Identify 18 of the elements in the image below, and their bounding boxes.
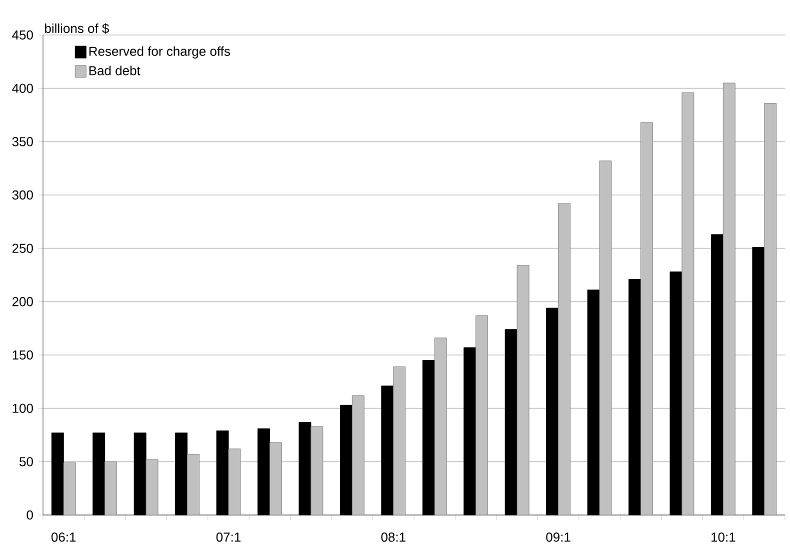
x-tick-label: 06:1 [51,532,76,542]
y-tick-label: 150 [12,350,33,360]
x-tick-label: 07:1 [216,532,241,542]
y-tick-label: 400 [12,84,33,93]
legend-label: Reserved for charge offs [89,46,230,59]
x-tick-label: 09:1 [546,532,570,542]
y-tick-label: 50 [20,457,33,466]
y-tick-label: 200 [12,297,33,306]
y-tick-label: 450 [12,30,33,40]
x-tick-label: 08:1 [381,532,406,542]
y-tick-label: 250 [12,244,33,253]
y-axis-title: billions of $ [45,23,109,34]
x-tick-label: 10:1 [712,532,736,542]
y-tick-label: 100 [12,404,33,413]
y-tick-label: 300 [12,190,33,200]
legend-label: Bad debt [89,66,140,76]
y-tick-label: 0 [26,510,33,520]
y-tick-label: 350 [12,137,33,146]
